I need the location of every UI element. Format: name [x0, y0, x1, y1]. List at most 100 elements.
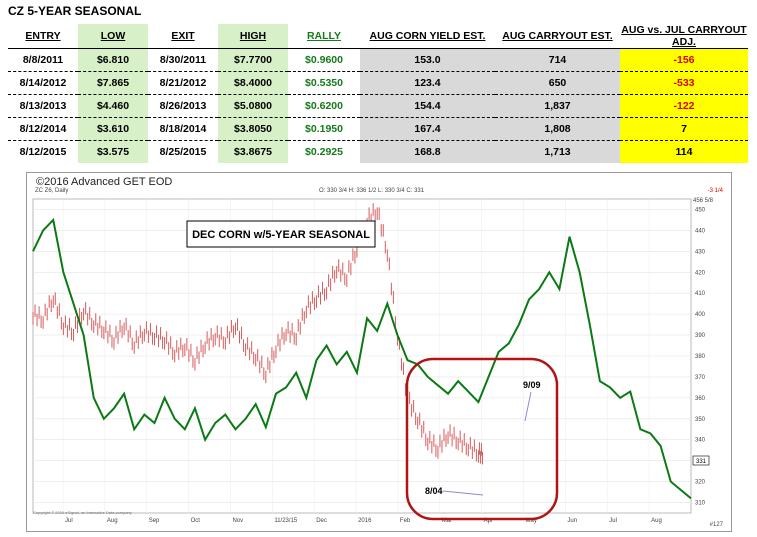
cell-low: $3.575	[78, 140, 148, 163]
x-tick-label: Feb	[400, 518, 411, 524]
chart-canvas: 3103203303403503603703803904004104204304…	[32, 188, 724, 528]
x-tick-label: Sep	[149, 518, 160, 524]
y-tick-label: 390	[695, 333, 706, 339]
y-tick-label: 360	[695, 396, 706, 402]
table-title: CZ 5-YEAR SEASONAL	[8, 4, 142, 18]
seasonal-line	[32, 217, 692, 500]
annotation-low-arrow	[442, 490, 484, 496]
cell-exit: 8/30/2011	[148, 48, 218, 72]
header-carryout: AUG CARRYOUT EST.	[495, 24, 620, 49]
bottom-right-label: #127	[710, 522, 724, 528]
y-tick-label: 400	[695, 312, 706, 318]
header-entry: ENTRY	[8, 24, 78, 49]
cell-entry: 8/12/2015	[19, 146, 67, 158]
cell-low: $6.810	[78, 48, 148, 72]
cell-high: $3.8675	[218, 140, 288, 163]
y-tick-label: 440	[695, 228, 706, 234]
cell-exit: 8/18/2014	[148, 117, 218, 141]
cell-yield: 154.4	[360, 94, 495, 118]
table-row: 8/8/2011 $6.810 8/30/2011 $7.7700 $0.960…	[8, 48, 748, 72]
table-header-row: ENTRY LOW EXIT HIGH RALLY AUG CORN YIELD…	[8, 24, 748, 49]
chart-title-label: DEC CORN w/5-YEAR SEASONAL	[192, 229, 370, 241]
y-tick-label: 350	[695, 417, 706, 423]
x-tick-label: Jul	[65, 518, 73, 524]
x-tick-label: Apr	[484, 518, 493, 524]
chart-ohlc: O: 330 3/4 H: 336 1/2 L: 330 3/4 C: 331	[319, 188, 425, 194]
y-tick-label: 320	[695, 480, 706, 486]
annotation-high-arrow	[524, 391, 532, 422]
cell-low: $7.865	[78, 71, 148, 95]
cell-adj: -533	[620, 71, 748, 95]
cell-low: $3.610	[78, 117, 148, 141]
x-tick-label: Oct	[191, 518, 201, 524]
cell-carryout: 1,808	[495, 117, 620, 141]
cell-carryout: 650	[495, 71, 620, 95]
chart-copyright: ©2016 Advanced GET EOD	[36, 176, 173, 188]
cell-rally: $0.2925	[305, 146, 343, 158]
cell-entry: 8/13/2013	[8, 94, 78, 118]
header-high: HIGH	[218, 24, 288, 49]
last-price-marker	[692, 455, 710, 466]
cell-exit: 8/25/2015	[159, 146, 207, 158]
cell-carryout: 714	[495, 48, 620, 72]
cell-rally: $0.6200	[288, 94, 360, 118]
header-yield: AUG CORN YIELD EST.	[360, 24, 495, 49]
x-tick-label: Jul	[609, 518, 617, 524]
x-tick-label: Aug	[651, 518, 662, 524]
x-tick-label: Aug	[107, 518, 118, 524]
cell-low: $4.460	[78, 94, 148, 118]
header-adj: AUG vs. JUL CARRYOUT ADJ.	[620, 24, 748, 49]
x-tick-label: Nov	[232, 518, 243, 524]
header-exit: EXIT	[148, 24, 218, 49]
cell-carryout: 1,713	[495, 140, 620, 163]
cell-adj: -122	[620, 94, 748, 118]
x-tick-label: May	[526, 518, 537, 524]
x-tick-label: Mar	[442, 518, 452, 524]
cell-high: $5.0800	[218, 94, 288, 118]
y-tick-label: 420	[695, 270, 706, 276]
annotation-high: 9/09	[523, 380, 541, 390]
y-tick-label: 310	[695, 501, 706, 507]
cell-entry: 8/8/2011	[8, 48, 78, 72]
top-right-value: -3 1/4	[708, 188, 724, 194]
cell-exit: 8/26/2013	[148, 94, 218, 118]
cell-high: $7.7700	[218, 48, 288, 72]
cell-adj: -156	[620, 48, 748, 72]
cell-high: $8.4000	[218, 71, 288, 95]
cell-rally: $0.5350	[288, 71, 360, 95]
table-row: 8/12/2014 $3.610 8/18/2014 $3.8050 $0.19…	[8, 117, 748, 141]
y-tick-label: 380	[695, 354, 706, 360]
x-tick-label: 2016	[358, 518, 372, 524]
cell-adj: 114	[620, 140, 748, 163]
cell-yield: 168.8	[360, 140, 495, 163]
y-tick-label: 340	[695, 438, 706, 444]
cell-exit: 8/21/2012	[148, 71, 218, 95]
cell-yield: 123.4	[360, 71, 495, 95]
header-low: LOW	[78, 24, 148, 49]
cell-carryout: 1,837	[495, 94, 620, 118]
x-tick-label: Dec	[316, 518, 327, 524]
cell-rally: $0.1950	[288, 117, 360, 141]
cell-rally: $0.9600	[288, 48, 360, 72]
y-tick-label: 430	[695, 249, 706, 255]
x-tick-label: 11/23/15	[274, 518, 298, 524]
y-tick-label: 410	[695, 291, 706, 297]
cell-high: $3.8050	[218, 117, 288, 141]
cell-entry: 8/14/2012	[8, 71, 78, 95]
header-rally: RALLY	[288, 24, 360, 49]
cell-adj: 7	[620, 117, 748, 141]
cell-entry: 8/12/2014	[8, 117, 78, 141]
table-row: 8/12/2015 $3.575 8/25/2015 $3.8675 $0.29…	[8, 140, 748, 163]
table-row: 8/14/2012 $7.865 8/21/2012 $8.4000 $0.53…	[8, 71, 748, 95]
table-row: 8/13/2013 $4.460 8/26/2013 $5.0800 $0.62…	[8, 94, 748, 118]
last-price-label: 331	[696, 459, 707, 465]
y-top-label: 456 5/8	[693, 198, 714, 204]
cell-yield: 167.4	[360, 117, 495, 141]
chart-footer: Copyright © 2016 eSignal, an Interactive…	[33, 510, 132, 515]
y-tick-label: 450	[695, 207, 706, 213]
cell-yield: 153.0	[360, 48, 495, 72]
price-chart: ©2016 Advanced GET EOD 31032033034035036…	[26, 172, 732, 532]
annotation-low: 8/04	[425, 486, 443, 496]
chart-symbol: ZC Z6, Daily	[35, 188, 68, 194]
highlight-region	[405, 357, 559, 521]
